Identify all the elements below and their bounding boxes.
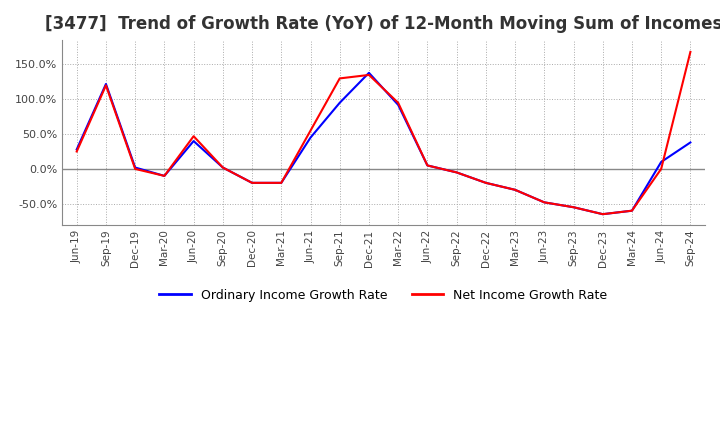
Net Income Growth Rate <box>306 128 315 133</box>
Ordinary Income Growth Rate <box>364 70 373 76</box>
Ordinary Income Growth Rate <box>657 159 665 165</box>
Ordinary Income Growth Rate <box>452 170 461 175</box>
Net Income Growth Rate <box>510 187 519 192</box>
Ordinary Income Growth Rate <box>131 165 140 170</box>
Net Income Growth Rate <box>628 208 636 213</box>
Ordinary Income Growth Rate <box>482 180 490 186</box>
Ordinary Income Growth Rate <box>248 180 256 186</box>
Net Income Growth Rate <box>218 165 227 170</box>
Ordinary Income Growth Rate <box>73 147 81 152</box>
Ordinary Income Growth Rate <box>277 180 286 186</box>
Ordinary Income Growth Rate <box>394 102 402 107</box>
Net Income Growth Rate <box>657 166 665 172</box>
Net Income Growth Rate <box>540 200 549 205</box>
Ordinary Income Growth Rate <box>423 163 432 168</box>
Net Income Growth Rate <box>394 100 402 106</box>
Ordinary Income Growth Rate <box>570 205 578 210</box>
Ordinary Income Growth Rate <box>686 140 695 145</box>
Line: Ordinary Income Growth Rate: Ordinary Income Growth Rate <box>77 73 690 214</box>
Net Income Growth Rate <box>160 173 168 179</box>
Ordinary Income Growth Rate <box>189 139 198 144</box>
Ordinary Income Growth Rate <box>336 100 344 106</box>
Ordinary Income Growth Rate <box>540 200 549 205</box>
Net Income Growth Rate <box>131 166 140 172</box>
Net Income Growth Rate <box>248 180 256 186</box>
Net Income Growth Rate <box>452 170 461 175</box>
Net Income Growth Rate <box>336 76 344 81</box>
Net Income Growth Rate <box>482 180 490 186</box>
Title: [3477]  Trend of Growth Rate (YoY) of 12-Month Moving Sum of Incomes: [3477] Trend of Growth Rate (YoY) of 12-… <box>45 15 720 33</box>
Ordinary Income Growth Rate <box>160 173 168 179</box>
Net Income Growth Rate <box>277 180 286 186</box>
Net Income Growth Rate <box>189 134 198 139</box>
Ordinary Income Growth Rate <box>628 208 636 213</box>
Net Income Growth Rate <box>364 72 373 77</box>
Net Income Growth Rate <box>598 212 607 217</box>
Net Income Growth Rate <box>102 83 110 88</box>
Ordinary Income Growth Rate <box>598 212 607 217</box>
Ordinary Income Growth Rate <box>510 187 519 192</box>
Ordinary Income Growth Rate <box>306 135 315 140</box>
Ordinary Income Growth Rate <box>102 81 110 87</box>
Line: Net Income Growth Rate: Net Income Growth Rate <box>77 52 690 214</box>
Net Income Growth Rate <box>73 149 81 154</box>
Net Income Growth Rate <box>686 49 695 55</box>
Net Income Growth Rate <box>570 205 578 210</box>
Ordinary Income Growth Rate <box>218 165 227 170</box>
Net Income Growth Rate <box>423 163 432 168</box>
Legend: Ordinary Income Growth Rate, Net Income Growth Rate: Ordinary Income Growth Rate, Net Income … <box>155 284 613 307</box>
